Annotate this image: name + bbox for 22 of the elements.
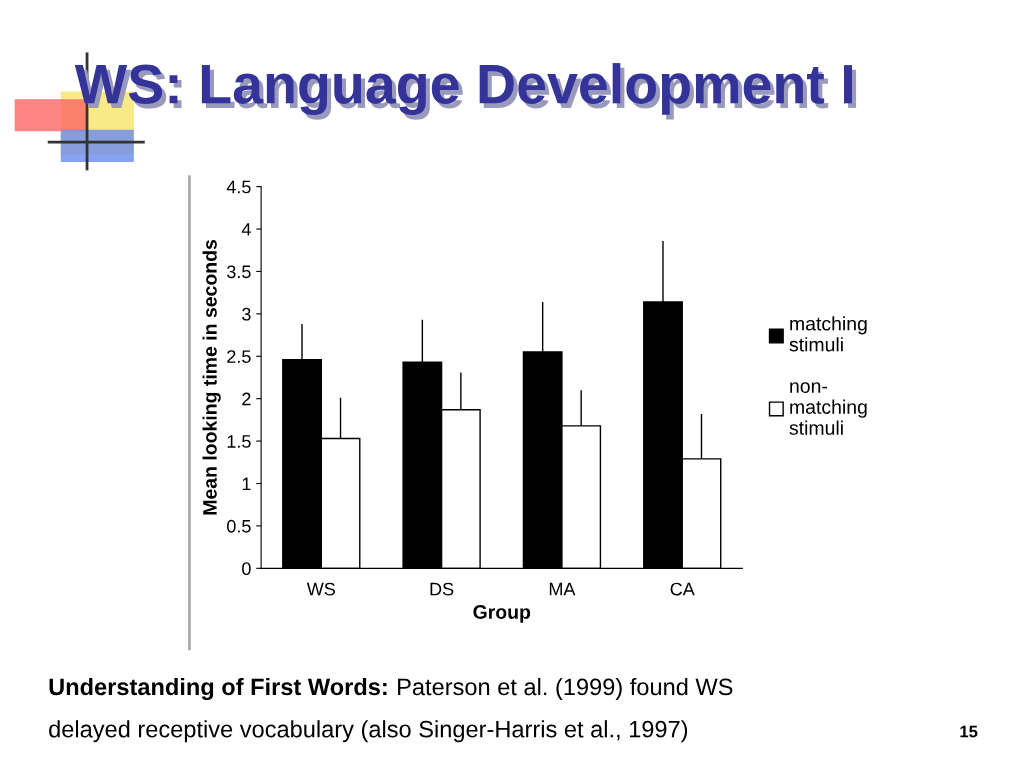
legend-label: non-matching stimuli (789, 382, 867, 435)
y-tick-label: 0.5 (227, 519, 251, 533)
y-tick-label: 2.5 (227, 350, 251, 363)
y-tick-label: 3.5 (226, 265, 251, 279)
legend-label: matching stimuli (789, 316, 867, 352)
y-tick-label: 0 (242, 562, 251, 576)
text: 15 (960, 725, 978, 738)
y-tick-label: 1.5 (227, 435, 251, 448)
text: Paterson et al. (1999) found WS (398, 677, 733, 700)
text: delayed receptive vocabulary (also Singer-Harris et al., 1997) (49, 720, 688, 743)
x-tick-label: WS (306, 582, 335, 596)
y-tick-label: 2 (242, 392, 251, 406)
y-tick-label: 4 (241, 223, 251, 236)
y-axis-title: Mean looking time in seconds (202, 239, 221, 515)
y-tick-label: 4.5 (226, 180, 251, 194)
x-tick-label: MA (549, 582, 576, 596)
x-tick-label: DS (430, 582, 454, 596)
x-tick-label: CA (670, 582, 695, 596)
text: Understanding of First Words: (49, 677, 387, 701)
y-tick-label: 1 (242, 477, 251, 491)
y-tick-label: 3 (242, 307, 251, 321)
x-axis-title: Group (473, 605, 531, 623)
